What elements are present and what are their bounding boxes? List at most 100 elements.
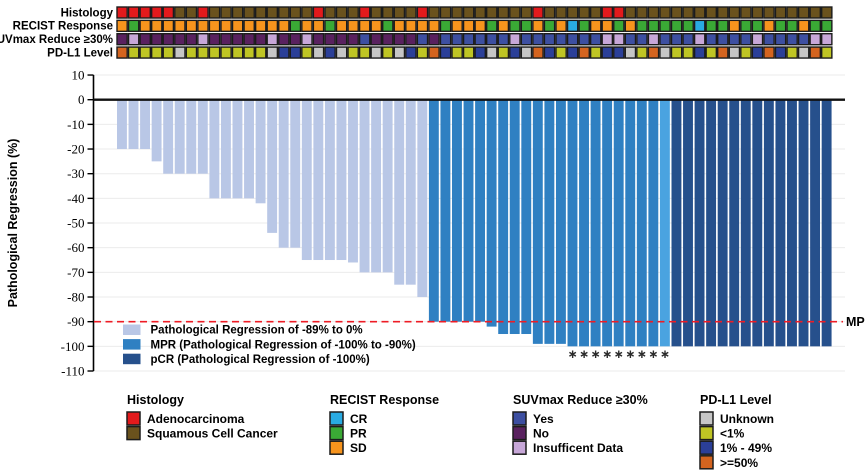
- legend-item-label: Squamous Cell Cancer: [147, 427, 278, 441]
- annotation-square: [185, 19, 198, 33]
- legend-item-label: >=50%: [720, 456, 758, 470]
- annotation-square: [208, 19, 221, 33]
- annotation-square: [243, 6, 255, 19]
- annotation-square: [797, 6, 810, 19]
- annotation-square: [174, 6, 186, 19]
- bar: [590, 99, 601, 347]
- bar: [371, 99, 382, 273]
- legend-item-label: 1% - 49%: [720, 441, 772, 455]
- y-tick-label: 10: [72, 68, 85, 83]
- bar: [602, 99, 613, 347]
- annotation-square: [543, 19, 556, 33]
- annotation-square: [208, 46, 221, 59]
- legend-item-label: SD: [350, 441, 367, 455]
- legend-swatch: [512, 425, 527, 441]
- annotation-square: [370, 33, 383, 46]
- annotation-square: [289, 46, 302, 59]
- mpr-reference-line: MPR: [94, 315, 865, 329]
- legend-swatch: [329, 440, 344, 455]
- annotation-square: [301, 6, 313, 19]
- annotation-square: [393, 6, 406, 19]
- annotation-square: [589, 6, 602, 19]
- annotation-square: [370, 46, 383, 59]
- annotation-square: [312, 19, 325, 33]
- y-axis-title: Pathological Regression (%): [6, 139, 20, 308]
- bar: [694, 99, 705, 347]
- annotation-square: [289, 33, 302, 46]
- y-tick-label: -20: [67, 142, 84, 157]
- y-tick-label: -10: [67, 117, 84, 132]
- annotation-square: [566, 19, 579, 33]
- bar: [498, 99, 509, 335]
- annotation-square: [578, 33, 590, 46]
- annotation-square: [462, 19, 475, 33]
- annotation-square: [624, 19, 637, 33]
- bar: [821, 99, 832, 347]
- y-tick-label: -110: [61, 364, 84, 379]
- annotation-square: [797, 19, 810, 33]
- bar: [348, 99, 358, 263]
- annotation-square: [613, 33, 625, 46]
- bar: [659, 99, 670, 347]
- annotation-square: [197, 6, 209, 19]
- annotation-square: [220, 33, 232, 46]
- annotation-square: [589, 46, 602, 59]
- bar: [752, 99, 763, 347]
- annotation-square: [116, 46, 128, 59]
- annotation-square: [670, 19, 683, 33]
- annotation-square: [705, 46, 718, 59]
- annotation-square: [809, 33, 822, 46]
- bar: [463, 99, 474, 322]
- annotation-square: [197, 33, 209, 46]
- annotation-square: [231, 33, 244, 46]
- annotation-square: [301, 46, 313, 59]
- annotation-square: [532, 6, 544, 19]
- legend-item-label: Unknown: [720, 412, 774, 426]
- annotation-square: [509, 6, 521, 19]
- annotation-square: [382, 6, 394, 19]
- annotation-square: [231, 46, 244, 59]
- bar: [117, 99, 127, 150]
- bar: [428, 99, 439, 322]
- annotation-square: [624, 46, 637, 59]
- annotation-square: [786, 46, 798, 59]
- track-label-1: Histology: [61, 7, 114, 19]
- annotation-square: [127, 33, 140, 46]
- bar: [301, 99, 312, 261]
- bar: [267, 99, 278, 233]
- annotation-square: [116, 6, 128, 19]
- annotation-square: [820, 6, 833, 19]
- annotation-square: [774, 46, 787, 59]
- annotation-square: [393, 19, 406, 33]
- annotation-square: [659, 46, 671, 59]
- bar: [244, 99, 254, 199]
- annotation-square: [474, 33, 487, 46]
- annotation-square: [613, 46, 625, 59]
- annotation-square: [335, 46, 348, 59]
- annotation-square: [532, 19, 544, 33]
- annotation-square: [197, 19, 209, 33]
- annotation-square: [278, 6, 290, 19]
- bar: [186, 99, 197, 174]
- annotation-square: [520, 46, 533, 59]
- annotation-square: [728, 33, 741, 46]
- annotation-square: [278, 33, 290, 46]
- bar: [625, 99, 636, 347]
- annotation-square: [543, 6, 556, 19]
- annotation-square: [358, 46, 371, 59]
- waterfall-bars: [117, 99, 832, 347]
- annotation-square: [647, 46, 660, 59]
- annotation-square: [532, 33, 544, 46]
- y-tick-label: -50: [67, 216, 84, 231]
- annotation-square: [566, 6, 579, 19]
- annotation-square: [231, 6, 244, 19]
- annotation-square: [127, 46, 140, 59]
- annotation-square: [613, 6, 625, 19]
- legend-swatch: [699, 425, 714, 441]
- asterisk-annotations: ∗ ∗ ∗ ∗ ∗ ∗ ∗ ∗ ∗: [567, 347, 669, 361]
- annotation-square: [485, 19, 498, 33]
- annotation-square: [705, 6, 718, 19]
- bar: [417, 99, 428, 298]
- annotation-square: [254, 19, 267, 33]
